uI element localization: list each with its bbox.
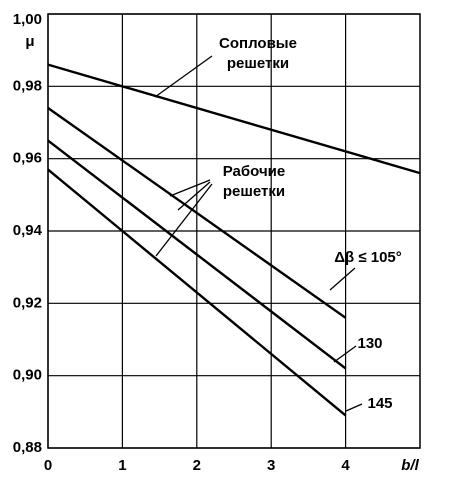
annotation: Сопловые bbox=[219, 35, 297, 52]
leader-line bbox=[345, 403, 363, 412]
annotation: решетки bbox=[223, 183, 285, 200]
leader-line bbox=[155, 183, 213, 257]
y-axis-label: μ bbox=[25, 33, 34, 50]
leader-line bbox=[169, 179, 211, 197]
series-label: 130 bbox=[357, 335, 382, 352]
y-tick-label: 0,94 bbox=[13, 222, 43, 239]
y-tick-label: 0,98 bbox=[13, 77, 42, 94]
y-tick-label: 1,00 bbox=[13, 11, 42, 28]
y-tick-label: 0,96 bbox=[13, 150, 42, 167]
x-tick-label: 2 bbox=[193, 457, 201, 474]
x-tick-label: 0 bbox=[44, 457, 52, 474]
x-tick-label: 1 bbox=[118, 457, 126, 474]
y-tick-label: 0,92 bbox=[13, 294, 42, 311]
y-tick-label: 0,88 bbox=[13, 439, 42, 456]
x-tick-label: 4 bbox=[341, 457, 350, 474]
annotation: Рабочие bbox=[223, 163, 285, 180]
series-line bbox=[47, 107, 347, 319]
series-label: 145 bbox=[367, 395, 392, 412]
x-tick-label: 3 bbox=[267, 457, 275, 474]
y-tick-label: 0,90 bbox=[13, 367, 42, 384]
leader-line bbox=[154, 55, 213, 98]
series-line bbox=[47, 139, 347, 370]
annotation: решетки bbox=[227, 55, 289, 72]
x-axis-label: b/l bbox=[401, 457, 419, 474]
series-label: Δβ ≤ 105° bbox=[334, 249, 402, 266]
leader-line bbox=[329, 267, 356, 291]
series-line bbox=[47, 168, 347, 417]
series-line bbox=[47, 63, 421, 175]
leader-line bbox=[177, 181, 211, 211]
